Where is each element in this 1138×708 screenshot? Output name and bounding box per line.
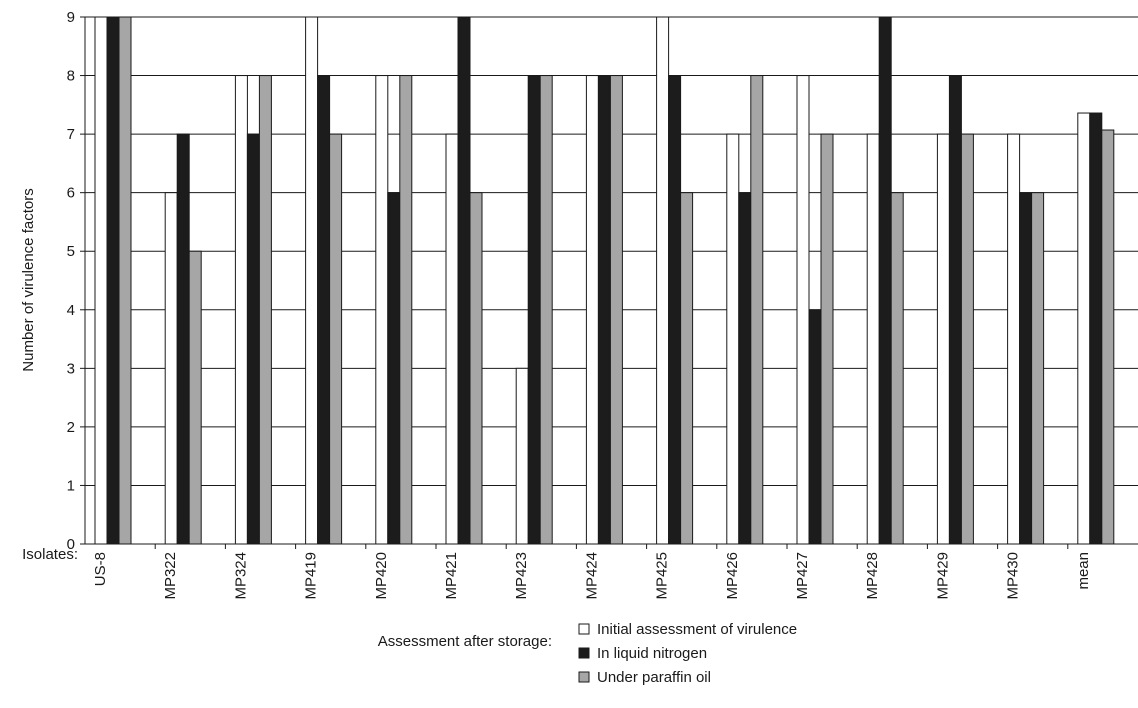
x-tick-label: MP419 [303, 552, 320, 600]
bar-US-8-series-1 [94, 16, 108, 545]
bar-MP420-series-3 [399, 75, 413, 545]
y-tick-label: 0 [67, 536, 75, 553]
bar-mean-series-1 [1077, 112, 1091, 545]
y-tick-label: 7 [67, 126, 75, 143]
bar-MP428-series-2 [878, 16, 892, 545]
bar-MP322-series-3 [188, 250, 202, 545]
y-axis-title: Number of virulence factors [20, 188, 37, 371]
legend-entry-label: Initial assessment of virulence [597, 621, 797, 638]
x-tick-label: MP427 [794, 552, 811, 600]
bar-MP423-series-3 [539, 75, 553, 545]
x-tick-label: US-8 [92, 552, 109, 586]
bar-MP428-series-3 [890, 192, 904, 545]
legend-swatch [578, 623, 590, 635]
bar-MP423-series-1 [515, 367, 529, 545]
y-tick-label: 9 [67, 9, 75, 26]
bar-MP423-series-2 [527, 75, 541, 545]
x-tick-label: MP430 [1005, 552, 1022, 600]
legend-swatch [578, 671, 590, 683]
bar-US-8-series-2 [106, 16, 120, 545]
x-tick-label: MP428 [864, 552, 881, 600]
bar-MP429-series-2 [948, 75, 962, 545]
legend: Assessment after storage: Initial assess… [378, 621, 797, 686]
x-tick-labels: US-8 MP322 MP324 MP419 MP420 MP421 MP423 MP424 M… [92, 552, 1092, 600]
x-tick-label: MP423 [513, 552, 530, 600]
bar-MP429-series-3 [960, 133, 974, 545]
x-tick-label: MP426 [724, 552, 741, 600]
bar-MP428-series-1 [866, 133, 880, 545]
x-tick-label: MP425 [654, 552, 671, 600]
x-tick-label: MP322 [162, 552, 179, 600]
bar-MP426-series-2 [738, 192, 752, 545]
bar-MP420-series-2 [387, 192, 401, 545]
bar-MP425-series-1 [656, 16, 670, 545]
bar-MP430-series-1 [1007, 133, 1021, 545]
y-tick-labels: 0 1 2 3 4 5 6 7 8 9 [67, 9, 75, 553]
y-tick-label: 5 [67, 243, 75, 260]
y-tick-label: 6 [67, 185, 75, 202]
bar-MP427-series-1 [796, 75, 810, 545]
bar-MP425-series-2 [668, 75, 682, 545]
bar-MP322-series-1 [164, 192, 178, 545]
bar-MP420-series-1 [375, 75, 389, 545]
bar-US-8-series-3 [118, 16, 132, 545]
y-tick-label: 1 [67, 477, 75, 494]
bar-MP430-series-3 [1031, 192, 1045, 545]
x-tick-label: mean [1075, 552, 1092, 590]
x-tick-label: MP429 [934, 552, 951, 600]
y-tick-label: 2 [67, 419, 75, 436]
bar-MP419-series-3 [329, 133, 343, 545]
bar-MP426-series-3 [750, 75, 764, 545]
bar-mean-series-3 [1101, 129, 1115, 545]
bar-MP421-series-2 [457, 16, 471, 545]
y-tick-label: 8 [67, 68, 75, 85]
bar-MP419-series-1 [305, 16, 319, 545]
y-tick-label: 3 [67, 360, 75, 377]
bar-MP322-series-2 [176, 133, 190, 545]
bar-mean-series-2 [1089, 112, 1103, 545]
bar-marks [94, 16, 1115, 545]
bar-MP424-series-1 [585, 75, 599, 545]
bar-MP324-series-2 [246, 133, 260, 545]
x-tick-label: MP420 [373, 552, 390, 600]
bar-MP430-series-2 [1019, 192, 1033, 545]
bar-MP324-series-1 [234, 75, 248, 545]
legend-swatch [578, 647, 590, 659]
bar-MP429-series-1 [936, 133, 950, 545]
bar-MP427-series-2 [808, 309, 822, 545]
bar-MP426-series-1 [726, 133, 740, 545]
bar-MP421-series-3 [469, 192, 483, 545]
bar-MP424-series-2 [597, 75, 611, 545]
bar-MP419-series-2 [317, 75, 331, 545]
legend-entry-label: Under paraffin oil [597, 669, 711, 686]
category-axis-label: Isolates: [22, 546, 78, 563]
legend-entry-label: In liquid nitrogen [597, 645, 707, 662]
bar-MP427-series-3 [820, 133, 834, 545]
bar-MP424-series-3 [609, 75, 623, 545]
legend-group-label: Assessment after storage: [378, 633, 552, 650]
x-tick-label: MP421 [443, 552, 460, 600]
bar-MP421-series-1 [445, 133, 459, 545]
bar-MP324-series-3 [258, 75, 272, 545]
x-tick-label: MP424 [583, 552, 600, 600]
x-tick-label: MP324 [232, 552, 249, 600]
axes [80, 16, 1138, 549]
y-tick-label: 4 [67, 302, 75, 319]
bar-MP425-series-3 [680, 192, 694, 545]
